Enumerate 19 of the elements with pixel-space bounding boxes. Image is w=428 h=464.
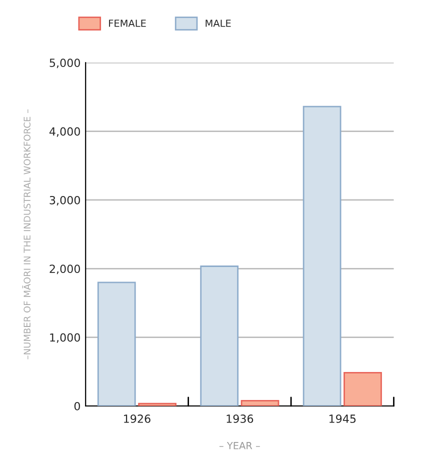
bar: [200, 266, 239, 406]
y-tick-label: 2,000: [50, 264, 80, 274]
x-tick-label: 1926: [124, 414, 150, 423]
y-tick-label: 1,000: [50, 333, 80, 343]
y-tick-label: 4,000: [49, 127, 80, 137]
x-tick-label: 1945: [329, 414, 356, 423]
bar: [97, 282, 136, 406]
y-tick-label: 5,000: [50, 58, 80, 68]
bar: [138, 402, 176, 406]
x-axis-title: – YEAR –: [219, 442, 260, 450]
legend-label: FEMALE: [109, 20, 146, 27]
y-tick-label: 0: [74, 402, 80, 410]
bar: [302, 106, 342, 406]
bar: [344, 372, 382, 406]
legend-label: MALE: [206, 20, 231, 27]
y-tick-label: 3,000: [50, 196, 80, 206]
x-tick-label: 1936: [226, 414, 254, 423]
bar: [240, 400, 280, 406]
y-axis-title: –NUMBER OF MĀORI IN THE INDUSTRIAL WORKFORCE –: [22, 109, 31, 360]
